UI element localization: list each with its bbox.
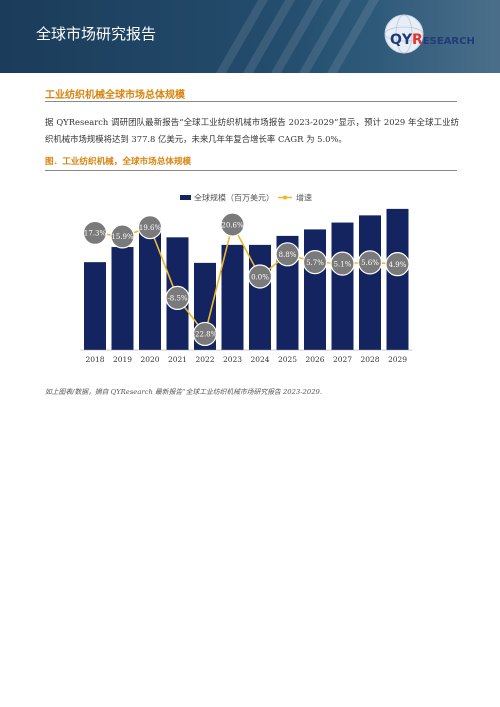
growth-label-2027: 5.1%	[334, 260, 352, 268]
growth-bubble-2022	[192, 321, 218, 347]
header-title: 全球市场研究报告	[36, 25, 157, 43]
bar-2020	[139, 226, 161, 350]
x-tick-2025: 2025	[278, 355, 297, 364]
x-tick-2024: 2024	[250, 355, 269, 364]
legend-swatch-dot	[283, 195, 287, 200]
section-rule	[45, 101, 457, 102]
growth-label-2018: 17.3%	[84, 230, 107, 238]
growth-bubble-2018	[82, 220, 108, 245]
legend-label-line: 增速	[296, 193, 312, 203]
bar-2018	[84, 262, 106, 350]
section-title: 工业纺织机械全球市场总体规模	[45, 90, 185, 101]
bar-2019	[111, 247, 134, 350]
growth-label-2024: 0.0%	[251, 273, 269, 281]
growth-label-2019: 15.9%	[111, 233, 134, 241]
x-tick-2019: 2019	[113, 355, 132, 364]
x-tick-2023: 2023	[223, 355, 242, 364]
bar-2026	[304, 229, 326, 350]
growth-label-2020: 19.6%	[139, 224, 162, 232]
bar-2027	[331, 222, 354, 350]
growth-label-2023: 20.6%	[221, 221, 244, 229]
x-tick-2029: 2029	[388, 355, 407, 364]
figure-rule	[45, 170, 457, 171]
figure-title: 图．工业纺织机械，全球市场总体规模	[45, 157, 192, 167]
growth-bubble-2028	[357, 250, 383, 275]
growth-label-2029: 4.9%	[389, 261, 407, 269]
growth-bubble-2029	[385, 252, 410, 277]
source-note: 如上图表/数据，摘自 QYResearch 最新报告“全球工业纺织机械市场研究报…	[45, 388, 323, 396]
growth-label-2026: 5.7%	[306, 259, 324, 267]
bar-2029	[386, 208, 409, 350]
growth-bubble-2023	[220, 212, 245, 237]
page-header: 全球市场研究报告 QYRESEARCH	[0, 0, 500, 73]
summary-paragraph: 据 QYResearch 调研团队最新报告“全球工业纺织机械市场报告 2023-…	[45, 117, 459, 144]
x-tick-2018: 2018	[85, 355, 104, 364]
x-tick-2027: 2027	[333, 355, 352, 364]
x-tick-2021: 2021	[168, 355, 187, 364]
x-tick-2020: 2020	[140, 355, 159, 364]
logo-wordmark: QYRESEARCH	[390, 32, 475, 48]
growth-label-2022: -22.8%	[193, 331, 218, 339]
growth-label-2021: -8.5%	[167, 295, 187, 303]
growth-bubble-2021	[165, 285, 190, 311]
x-tick-2026: 2026	[305, 355, 324, 364]
bar-2023	[221, 244, 244, 350]
growth-label-2028: 5.6%	[361, 259, 379, 267]
growth-bubble-2027	[330, 251, 355, 276]
legend-swatch-bars	[180, 195, 191, 200]
growth-bubble-2020	[137, 214, 163, 240]
bar-2028	[359, 215, 381, 350]
x-tick-2028: 2028	[360, 355, 379, 364]
growth-bubble-2024	[247, 264, 273, 289]
legend-label-bars: 全球规模（百万美元）	[194, 193, 274, 203]
growth-bubble-2025	[275, 242, 300, 267]
market-size-chart: 全球规模（百万美元） 增速 2018 2019 2020 2021 2022 2023 2024…	[80, 193, 413, 364]
growth-bubble-2026	[302, 250, 328, 275]
growth-bubble-2019	[110, 224, 135, 249]
x-tick-2022: 2022	[195, 355, 214, 364]
qyresearch-logo	[384, 14, 424, 54]
growth-label-2025: 8.8%	[279, 251, 297, 259]
